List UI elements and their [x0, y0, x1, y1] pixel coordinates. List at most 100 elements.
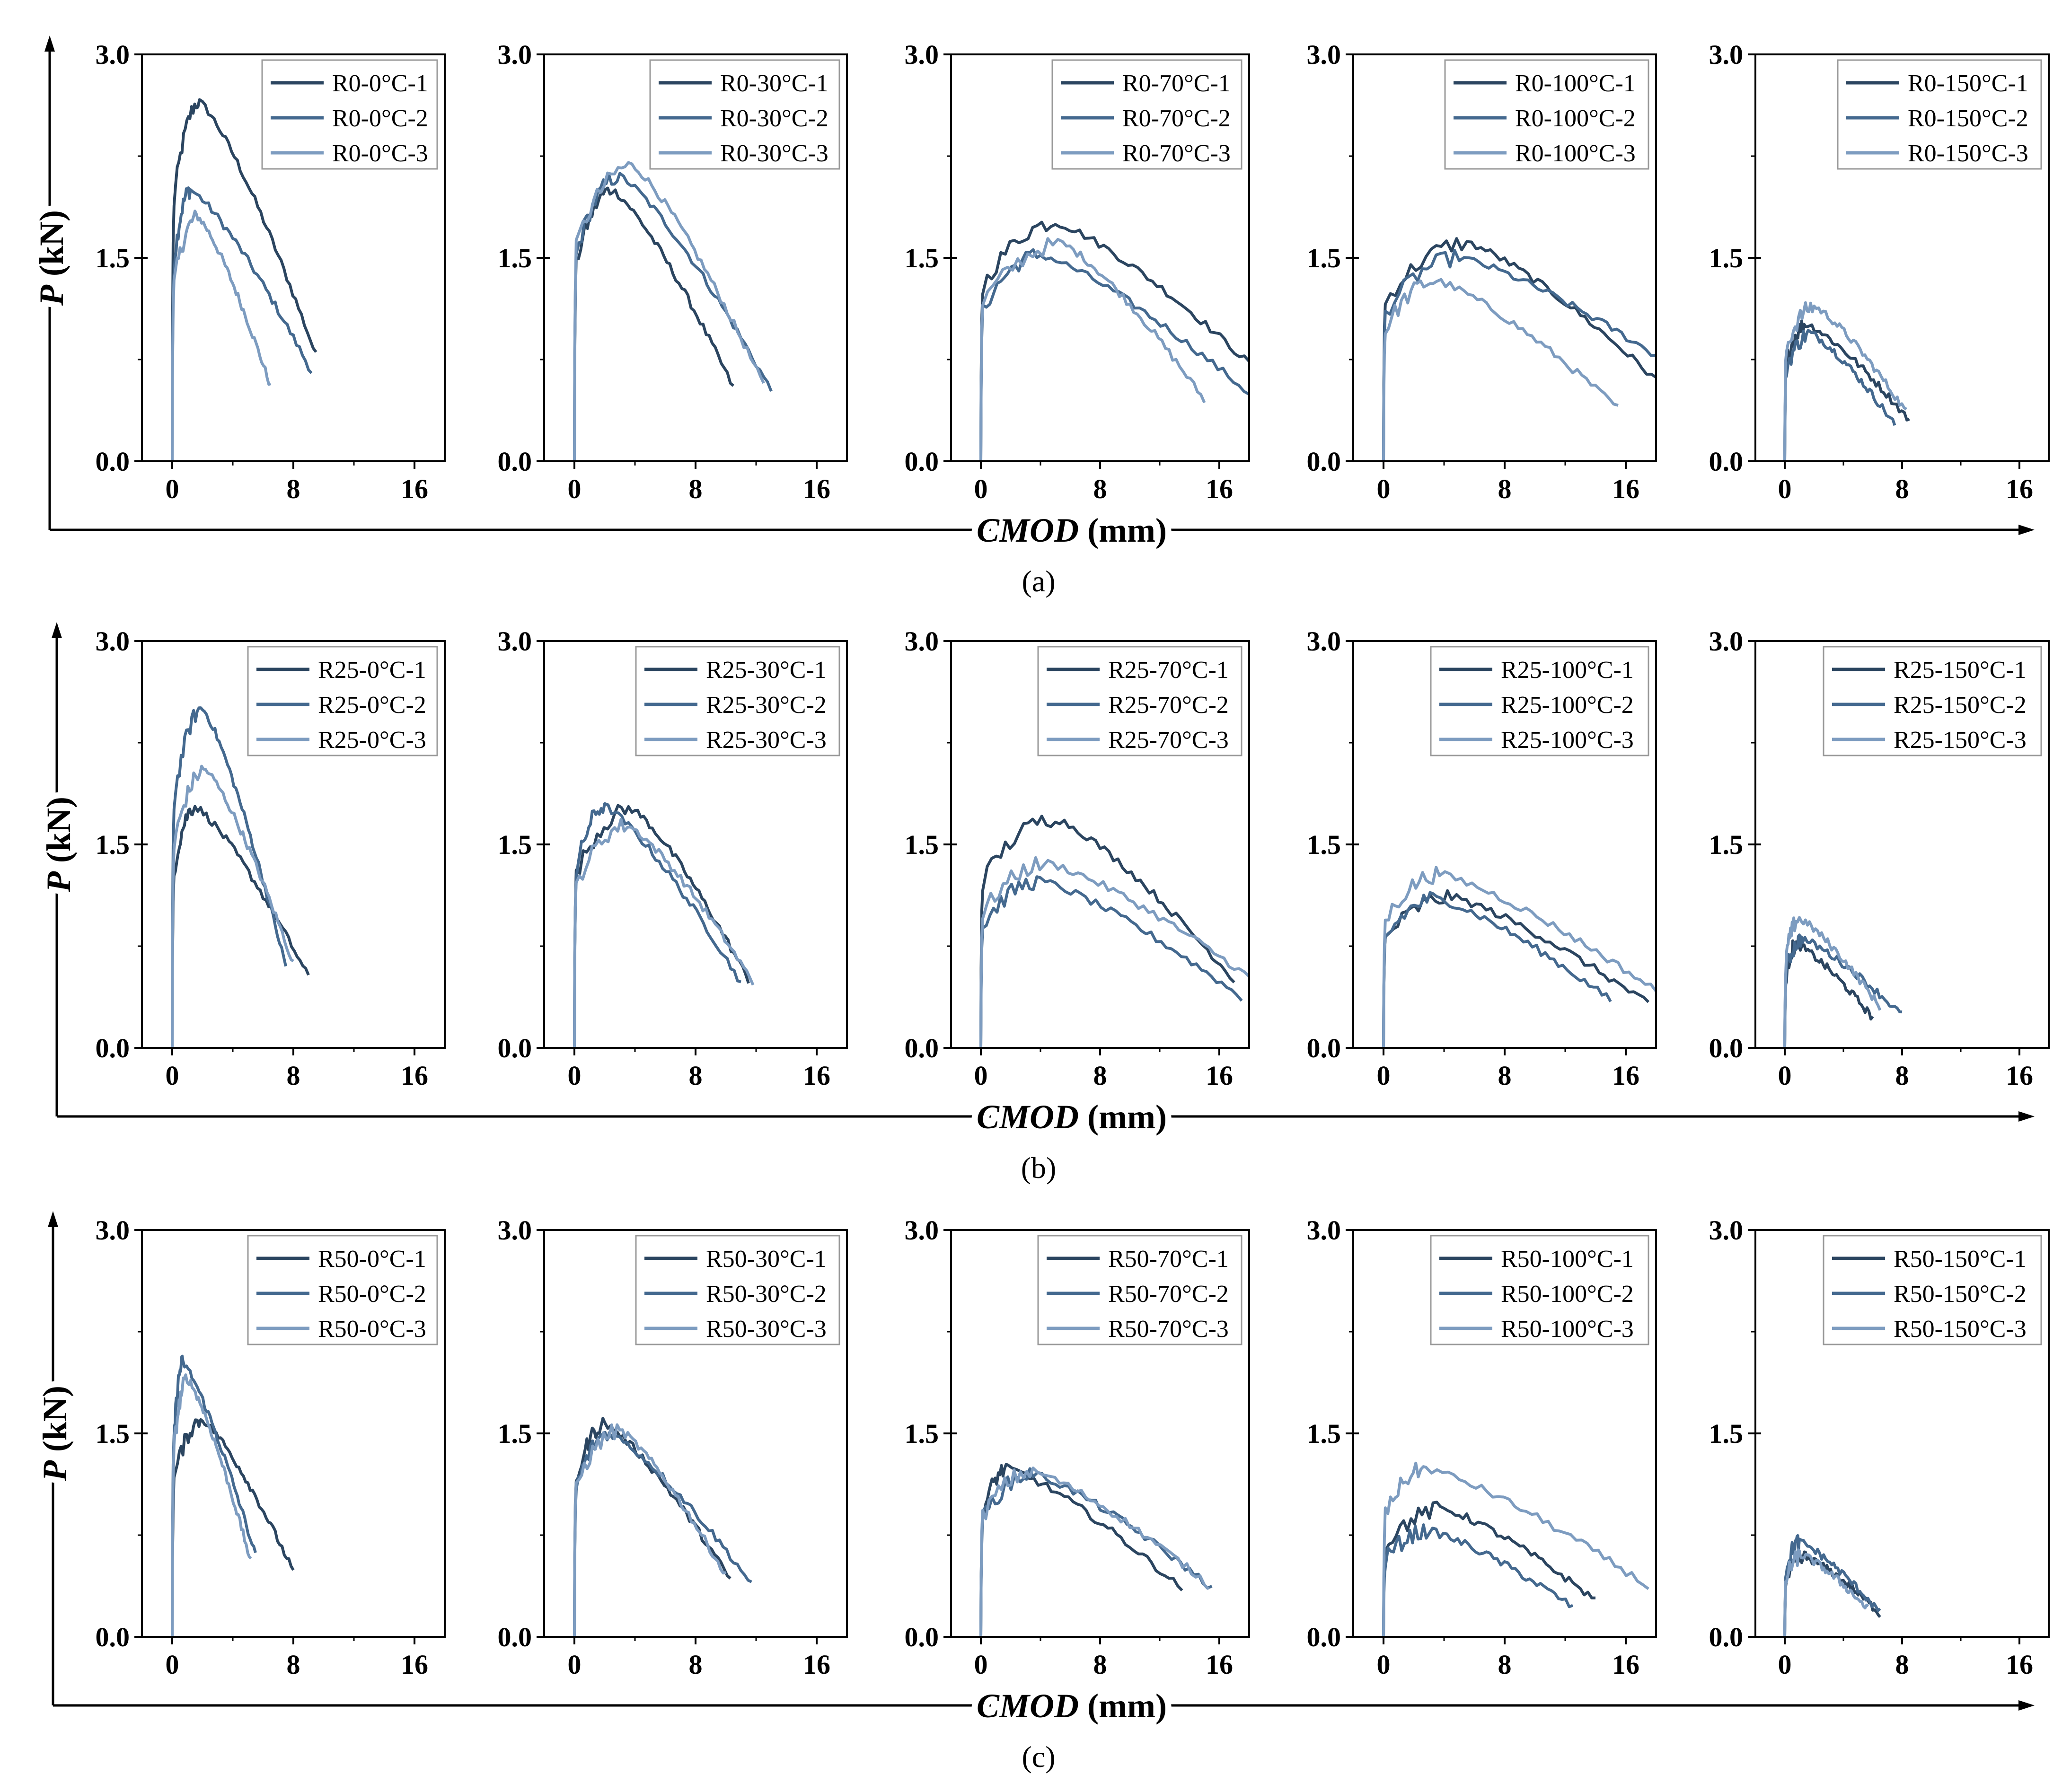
x-tick-label: 16 — [1206, 1060, 1233, 1091]
y-tick-label: 3.0 — [905, 39, 939, 70]
legend-box — [1037, 646, 1243, 756]
legend-box — [635, 646, 840, 756]
x-tick-label: 0 — [974, 474, 988, 504]
series-line — [1382, 1501, 1596, 1637]
legend: R50-70°C-1 R50-70°C-2 R50-70°C-3 — [1037, 1235, 1243, 1345]
chart-panel: 0.01.53.00 8 16R25-30°C-1R25-30°C-2R25-30°… — [498, 626, 848, 1091]
y-tick-label: 3.0 — [905, 626, 939, 657]
x-tick-label: 0 — [568, 1060, 582, 1091]
x-axis-unit: (mm) — [1079, 1098, 1167, 1136]
legend-label: R0-0°C-3 — [332, 140, 428, 167]
x-tick-label: 0 — [974, 1060, 988, 1091]
legend-label: R25-100°C-1 — [1501, 657, 1634, 684]
x-axis-arrow-head — [2018, 525, 2035, 535]
y-tick-label: 3.0 — [96, 1215, 130, 1246]
y-tick-label: 1.5 — [96, 829, 130, 860]
legend: R25-0°C-1 R25-0°C-2 R25-0°C-3 — [247, 646, 438, 756]
x-axis-symbol: CMOD — [977, 1098, 1079, 1136]
x-tick-label: 16 — [401, 1649, 428, 1680]
series-line — [979, 237, 1206, 461]
chart-panel: 0.01.53.00 8 16R25-70°C-1R25-70°C-2R25-70°… — [905, 626, 1250, 1091]
x-tick-label: 0 — [1377, 1060, 1391, 1091]
legend-label: R50-70°C-3 — [1108, 1316, 1229, 1343]
series-line — [1382, 237, 1656, 461]
x-tick-label: 0 — [1778, 474, 1792, 504]
series-line — [1783, 319, 1910, 461]
series-line — [979, 1467, 1213, 1637]
row-label: (c) — [1022, 1740, 1055, 1774]
legend: R50-100°C-1 R50-100°C-2 R50-100°C-3 — [1430, 1235, 1649, 1345]
y-tick-label: 0.0 — [905, 1033, 939, 1063]
x-tick-label: 8 — [1895, 1649, 1909, 1680]
chart-panel: 0.01.53.00 8 16R50-30°C-1R50-30°C-2R50-30°… — [498, 1215, 848, 1680]
legend-label: R0-30°C-1 — [720, 70, 828, 97]
y-tick-label: 0.0 — [1307, 1622, 1341, 1652]
legend-label: R25-0°C-1 — [318, 657, 426, 684]
series-line — [573, 172, 773, 461]
x-axis-symbol: CMOD — [977, 511, 1079, 549]
x-tick-label: 0 — [1778, 1649, 1792, 1680]
legend-label: R0-30°C-3 — [720, 140, 828, 167]
series-line — [1382, 866, 1656, 1048]
x-tick-label: 0 — [166, 474, 179, 504]
y-tick-label: 0.0 — [905, 1622, 939, 1652]
legend-label: R50-150°C-3 — [1894, 1316, 2027, 1343]
y-tick-label: 3.0 — [498, 626, 532, 657]
x-tick-label: 16 — [2006, 1060, 2033, 1091]
series-line — [171, 1373, 252, 1637]
chart-panel: 0.0 1.5 3.0 0 8 16 R50-0°C-1 R50-0°C-2 R50-0°C-3 — [96, 1215, 446, 1680]
x-tick-label: 16 — [401, 1060, 428, 1091]
legend-label: R0-150°C-1 — [1908, 70, 2028, 97]
y-tick-label: 1.5 — [1307, 243, 1341, 273]
legend-label: R50-70°C-2 — [1108, 1281, 1229, 1308]
legend: R25-70°C-1 R25-70°C-2 R25-70°C-3 — [1037, 646, 1243, 756]
legend-label: R25-0°C-3 — [318, 727, 426, 754]
y-tick-label: 0.0 — [498, 1033, 532, 1063]
y-tick-label: 1.5 — [498, 829, 532, 860]
x-tick-label: 16 — [1206, 1649, 1233, 1680]
y-tick-label: 3.0 — [96, 626, 130, 657]
series-line — [171, 186, 313, 461]
x-tick-label: 16 — [2006, 1649, 2033, 1680]
chart-panel: 0.01.53.00 8 16R0-150°C-1R0-150°C-2R0-150°… — [1709, 39, 2050, 504]
legend-box — [261, 59, 438, 170]
y-axis-unit: (kN) — [36, 1386, 74, 1460]
series-line — [1783, 1548, 1869, 1637]
series-line — [171, 1354, 257, 1637]
legend-box — [247, 646, 438, 756]
legend-box — [1430, 646, 1649, 756]
x-tick-label: 0 — [568, 1649, 582, 1680]
x-tick-label: 8 — [1498, 1649, 1512, 1680]
legend-label: R25-70°C-1 — [1108, 657, 1229, 684]
legend-label: R0-30°C-2 — [720, 105, 828, 132]
x-tick-label: 16 — [2006, 474, 2033, 504]
legend: R0-150°C-1 R0-150°C-2 R0-150°C-3 — [1837, 59, 2042, 170]
legend: R50-30°C-1 R50-30°C-2 R50-30°C-3 — [635, 1235, 840, 1345]
y-tick-label: 1.5 — [1709, 829, 1744, 860]
y-tick-label: 3.0 — [1709, 39, 1744, 70]
legend-label: R50-0°C-2 — [318, 1281, 426, 1308]
legend-label: R50-0°C-3 — [318, 1316, 426, 1343]
series-line — [979, 815, 1235, 1048]
series-line — [573, 186, 734, 461]
chart-panel: 0.0 1.5 3.0 0 8 16 R25-0°C-1 R25-0°C-2 R25-0°C-3 — [96, 626, 446, 1091]
y-tick-label: 0.0 — [498, 1622, 532, 1652]
chart-panel: 0.01.53.00 8 16R50-150°C-1R50-150°C-2R50-1… — [1709, 1215, 2050, 1680]
series-line — [979, 248, 1249, 461]
y-axis-unit: (kN) — [40, 797, 78, 871]
series-line — [1382, 248, 1656, 461]
y-tick-label: 3.0 — [905, 1215, 939, 1246]
series-line — [1783, 1534, 1881, 1637]
y-axis-label: P (kN) — [40, 797, 78, 893]
legend: R0-100°C-1 R0-100°C-2 R0-100°C-3 — [1444, 59, 1649, 170]
legend-label: R0-100°C-1 — [1515, 70, 1636, 97]
chart-panel: 0.0 1.5 3.0 0 8 16 R0-30°C-1 R0-30°C-2 R0-30°C-3 — [498, 39, 848, 504]
chart-panel: 0.01.53.00 8 16R25-150°C-1R25-150°C-2R25-1… — [1709, 626, 2050, 1091]
series-line — [1382, 278, 1619, 461]
x-tick-label: 0 — [974, 1649, 988, 1680]
legend-box — [649, 59, 840, 170]
series-line — [1783, 1550, 1881, 1637]
y-tick-label: 0.0 — [1709, 1622, 1744, 1652]
y-tick-label: 1.5 — [498, 1418, 532, 1449]
